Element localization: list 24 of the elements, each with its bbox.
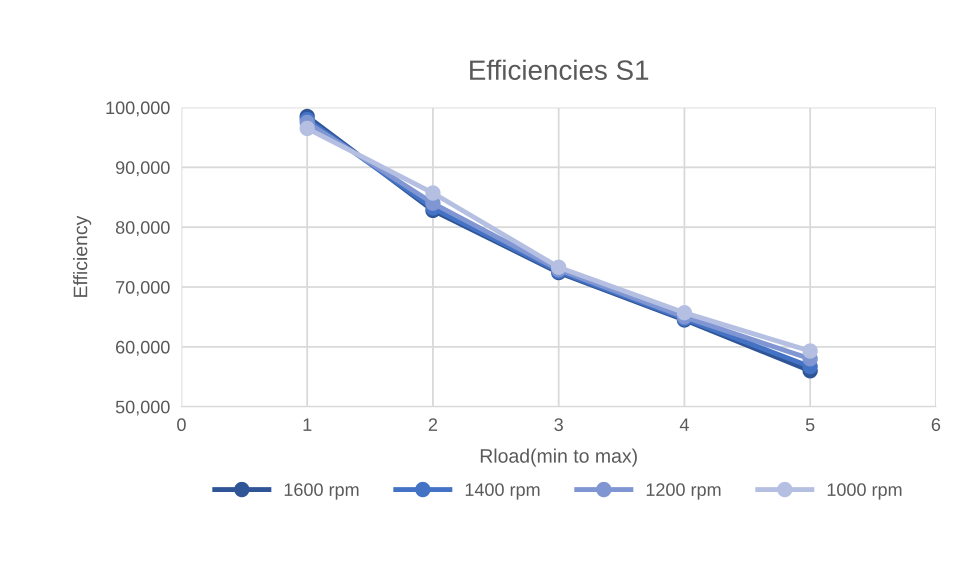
y-tick-label: 100,000 <box>106 101 170 116</box>
point <box>300 120 315 136</box>
x-axis-title: Rload(min to max) <box>480 448 637 467</box>
chart-title: Efficiencies S1 <box>470 60 648 80</box>
x-tick-label: 1 <box>304 418 312 431</box>
y-tick-label: 80,000 <box>116 221 170 236</box>
x-tick-label: 6 <box>932 418 940 432</box>
y-tick-label: 70,000 <box>116 280 170 296</box>
point <box>425 185 441 201</box>
x-tick-label: 5 <box>806 418 814 432</box>
legend-label: 1000 rpm <box>828 483 902 500</box>
y-tick-label: 50,000 <box>116 400 170 416</box>
point <box>802 343 818 359</box>
legend-label: 1200 rpm <box>646 483 720 500</box>
y-axis-title: Efficiency <box>73 216 92 297</box>
x-tick-label: 0 <box>177 418 186 432</box>
x-tick-label: 4 <box>680 418 689 431</box>
legend-label: 1400 rpm <box>466 483 540 500</box>
x-tick-label: 2 <box>428 418 438 431</box>
legend-label: 1600 rpm <box>284 483 358 500</box>
y-tick-label: 60,000 <box>116 340 170 356</box>
point <box>676 305 692 320</box>
x-tick-label: 3 <box>554 418 563 432</box>
y-tick-label: 90,000 <box>116 161 170 176</box>
